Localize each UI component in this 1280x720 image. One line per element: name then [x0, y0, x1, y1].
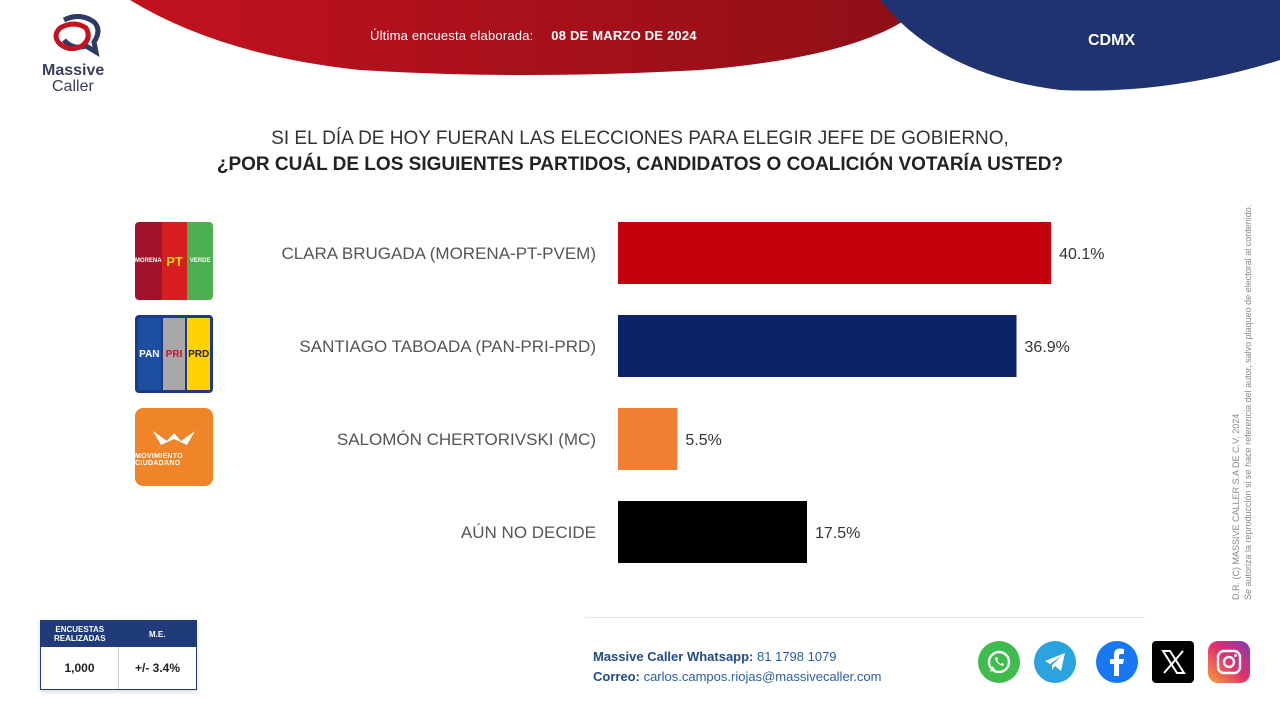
survey-date-label: Última encuesta elaborada: — [370, 28, 534, 43]
email-address[interactable]: carlos.campos.riojas@massivecaller.com — [643, 669, 882, 684]
mc-logo-label: MOVIMIENTO CIUDADANO — [135, 453, 183, 467]
pan-logo-part: PAN — [138, 318, 161, 390]
morena-logo-part: MORENA — [135, 222, 162, 300]
verde-logo-part: VERDE — [187, 222, 213, 300]
whatsapp-number[interactable]: 81 1798 1079 — [757, 649, 837, 664]
category-label-3: AÚN NO DECIDE — [461, 523, 596, 542]
copyright-note: D.R. (C) MASSIVE CALLER S.A DE C.V. 2024… — [1230, 140, 1254, 600]
question-line1: SI EL DÍA DE HOY FUERAN LAS ELECCIONES P… — [271, 128, 1009, 149]
whatsapp-label: Massive Caller Whatsapp: — [593, 649, 754, 664]
margin-error-value: +/- 3.4% — [134, 661, 181, 675]
bar-0 — [618, 222, 1052, 284]
brand-name-line2: Caller — [52, 78, 94, 95]
email-label: Correo: — [593, 669, 640, 684]
question-line2: ¿POR CUÁL DE LOS SIGUIENTES PARTIDOS, CA… — [216, 154, 1064, 175]
massive-caller-logo: Massive Caller — [38, 14, 122, 98]
prd-logo-part: PRD — [187, 318, 211, 390]
pt-logo-part: PT — [161, 222, 188, 300]
pri-logo-part: PRI — [162, 318, 186, 390]
category-label-0: CLARA BRUGADA (MORENA-PT-PVEM) — [281, 244, 596, 263]
mc-logo: MOVIMIENTO CIUDADANO — [135, 408, 213, 486]
copyright-line1: D.R. (C) MASSIVE CALLER S.A DE C.V. 2024 — [1231, 413, 1241, 600]
margin-error-header: M.E. — [149, 629, 166, 639]
pan-pri-prd-logo: PAN PRI PRD — [135, 315, 213, 393]
value-label-2: 5.5% — [685, 432, 721, 449]
bar-1 — [618, 315, 1017, 377]
sample-size-value: 1,000 — [41, 647, 119, 689]
value-label-1: 36.9% — [1025, 339, 1070, 356]
header-red-shape — [130, 0, 930, 75]
email-contact: Correo: carlos.campos.riojas@massivecall… — [593, 669, 881, 684]
instagram-icon[interactable] — [1208, 641, 1250, 683]
category-label-2: SALOMÓN CHERTORIVSKI (MC) — [337, 430, 596, 449]
brand-name-line1: Massive — [42, 62, 105, 79]
survey-date: Última encuesta elaborada: 08 DE MARZO D… — [370, 28, 697, 43]
morena-pt-pvem-logo: MORENA PT VERDE — [135, 222, 213, 300]
sample-size-header: ENCUESTAS REALIZADAS — [53, 625, 106, 643]
survey-date-value: 08 DE MARZO DE 2024 — [551, 28, 697, 43]
vote-intention-chart: CLARA BRUGADA (MORENA-PT-PVEM) 40.1% SANTI… — [281, 222, 1104, 563]
header-navy-shape — [880, 0, 1280, 91]
sample-info-table: ENCUESTAS REALIZADAS M.E. 1,000 +/- 3.4% — [40, 620, 197, 690]
x-icon[interactable] — [1152, 641, 1194, 683]
copyright-line2: Se autoriza la reproducción si se hace r… — [1243, 204, 1253, 600]
value-label-3: 17.5% — [815, 525, 860, 542]
footer-divider — [585, 617, 1145, 618]
header-banner — [130, 0, 1280, 91]
telegram-icon[interactable] — [1034, 641, 1076, 683]
whatsapp-contact: Massive Caller Whatsapp: 81 1798 1079 — [593, 649, 837, 664]
region-label: CDMX — [1088, 32, 1136, 49]
category-label-1: SANTIAGO TABOADA (PAN-PRI-PRD) — [299, 337, 596, 356]
bar-2 — [618, 408, 678, 470]
chat-bubble-icon — [53, 14, 101, 58]
facebook-icon[interactable] — [1096, 641, 1138, 683]
bar-3 — [618, 501, 807, 563]
value-label-0: 40.1% — [1059, 246, 1104, 263]
eagle-icon — [153, 431, 195, 445]
whatsapp-icon[interactable] — [978, 641, 1020, 683]
